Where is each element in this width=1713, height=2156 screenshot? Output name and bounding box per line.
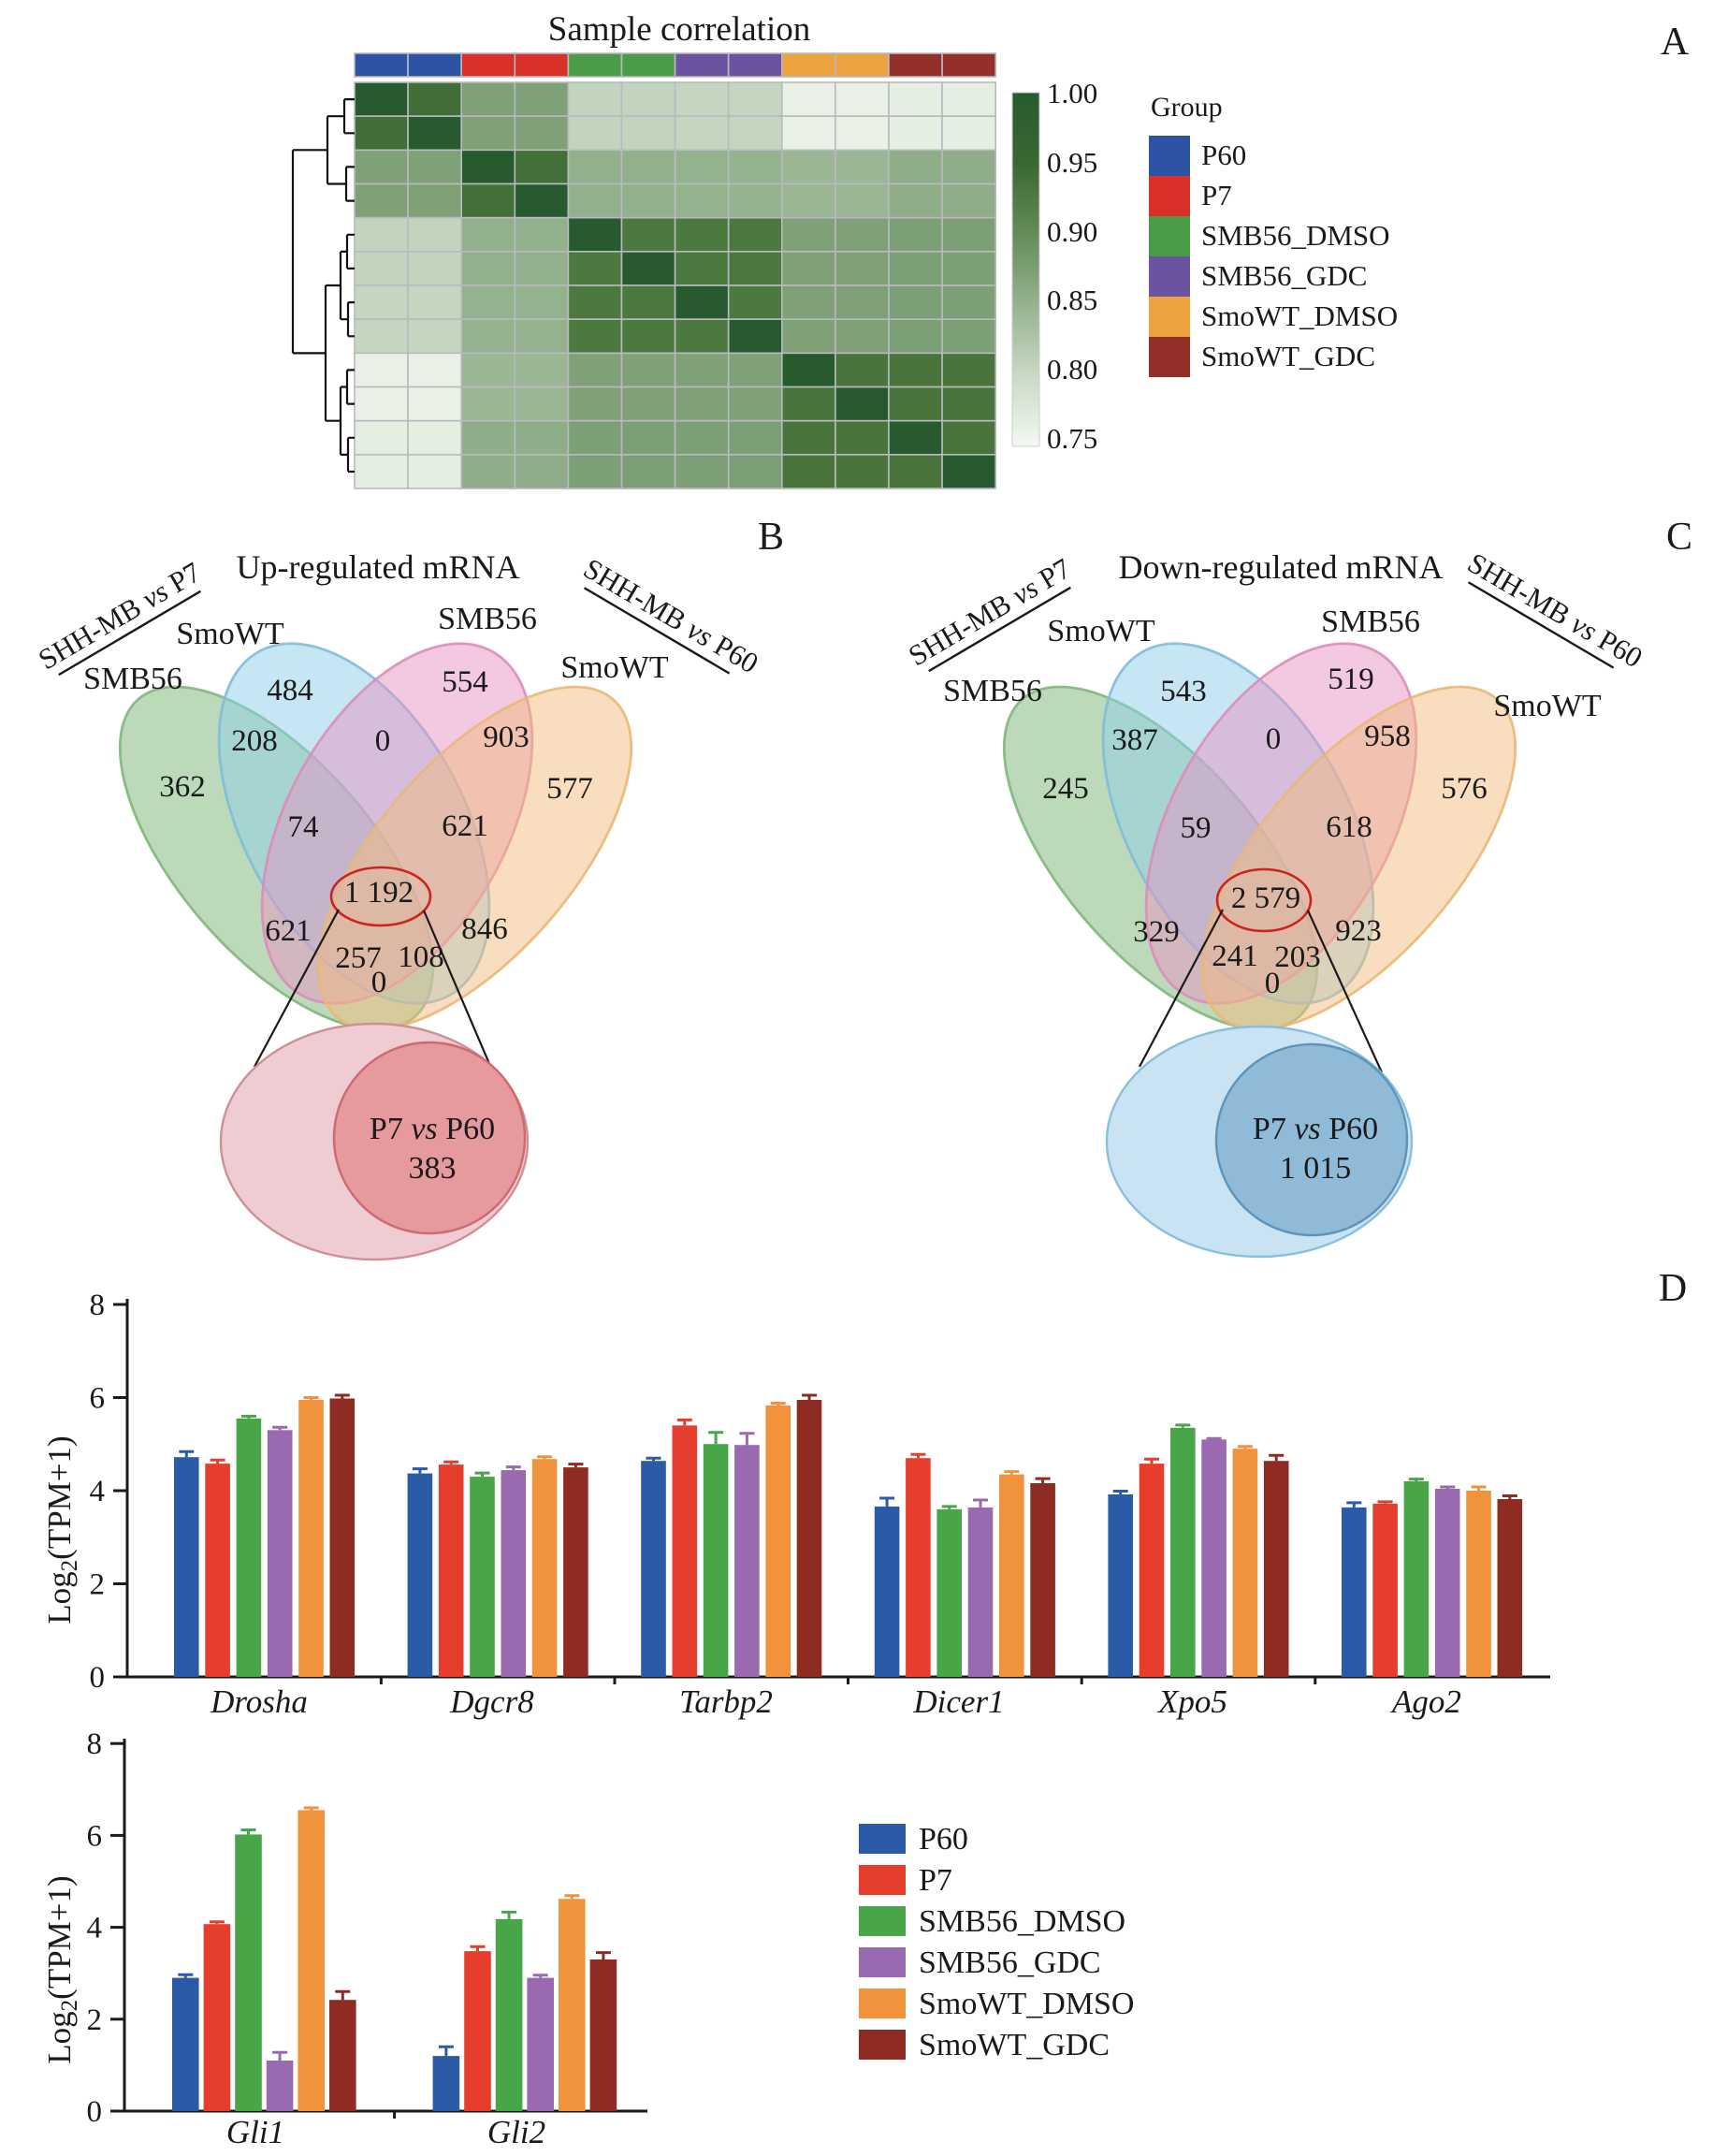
svg-text:0: 0 bbox=[375, 724, 391, 758]
svg-text:SmoWT_DMSO: SmoWT_DMSO bbox=[919, 1987, 1134, 2021]
svg-text:Down-regulated mRNA: Down-regulated mRNA bbox=[1119, 548, 1444, 586]
svg-text:Sample correlation: Sample correlation bbox=[548, 10, 810, 49]
svg-text:484: 484 bbox=[267, 674, 313, 707]
svg-text:SMB56_GDC: SMB56_GDC bbox=[919, 1945, 1101, 1980]
svg-text:8: 8 bbox=[90, 1289, 106, 1322]
svg-text:Xpo5: Xpo5 bbox=[1156, 1683, 1227, 1720]
svg-text:2 579: 2 579 bbox=[1231, 881, 1300, 915]
svg-text:Drosha: Drosha bbox=[210, 1683, 308, 1720]
svg-text:554: 554 bbox=[442, 665, 488, 699]
svg-text:203: 203 bbox=[1274, 940, 1321, 974]
svg-text:SMB56: SMB56 bbox=[943, 674, 1042, 708]
svg-text:383: 383 bbox=[409, 1151, 457, 1186]
svg-text:241: 241 bbox=[1212, 940, 1258, 973]
svg-text:543: 543 bbox=[1160, 675, 1207, 708]
svg-text:4: 4 bbox=[90, 1475, 106, 1508]
svg-text:Gli1: Gli1 bbox=[226, 2114, 284, 2150]
svg-text:903: 903 bbox=[483, 721, 530, 754]
svg-text:0.90: 0.90 bbox=[1047, 215, 1097, 248]
svg-text:4: 4 bbox=[87, 1912, 103, 1945]
svg-text:SmoWT_DMSO: SmoWT_DMSO bbox=[1201, 299, 1398, 332]
svg-text:1.00: 1.00 bbox=[1047, 77, 1097, 109]
svg-text:SMB56_DMSO: SMB56_DMSO bbox=[1201, 219, 1390, 252]
svg-text:1 015: 1 015 bbox=[1280, 1151, 1352, 1186]
svg-text:0.75: 0.75 bbox=[1047, 422, 1097, 455]
svg-text:6: 6 bbox=[87, 1819, 103, 1853]
svg-text:257: 257 bbox=[335, 941, 382, 975]
svg-text:Ago2: Ago2 bbox=[1390, 1683, 1461, 1720]
svg-text:958: 958 bbox=[1364, 720, 1411, 753]
svg-text:SmoWT_GDC: SmoWT_GDC bbox=[1201, 340, 1375, 372]
svg-text:Log2(TPM+1): Log2(TPM+1) bbox=[41, 1875, 82, 2063]
svg-text:A: A bbox=[1661, 21, 1690, 64]
svg-text:519: 519 bbox=[1328, 663, 1374, 696]
svg-text:SmoWT_GDC: SmoWT_GDC bbox=[919, 2028, 1110, 2062]
svg-text:329: 329 bbox=[1133, 915, 1180, 949]
svg-text:P60: P60 bbox=[919, 1822, 968, 1857]
svg-text:74: 74 bbox=[288, 810, 319, 844]
svg-text:Dgcr8: Dgcr8 bbox=[449, 1683, 534, 1720]
svg-text:SMB56: SMB56 bbox=[83, 662, 182, 696]
svg-text:0: 0 bbox=[1266, 722, 1282, 756]
svg-text:D: D bbox=[1659, 1267, 1687, 1310]
svg-text:0: 0 bbox=[90, 1661, 106, 1695]
svg-text:0: 0 bbox=[1265, 967, 1281, 1000]
svg-text:Log2(TPM+1): Log2(TPM+1) bbox=[41, 1435, 82, 1624]
svg-text:621: 621 bbox=[442, 809, 488, 843]
svg-text:108: 108 bbox=[398, 940, 444, 974]
svg-text:SmoWT: SmoWT bbox=[176, 617, 283, 651]
svg-text:C: C bbox=[1666, 516, 1692, 559]
svg-text:P60: P60 bbox=[1201, 138, 1246, 171]
svg-text:P7 vs P60: P7 vs P60 bbox=[370, 1112, 495, 1146]
svg-text:621: 621 bbox=[265, 914, 312, 948]
svg-text:Gli2: Gli2 bbox=[487, 2114, 545, 2150]
svg-text:0.80: 0.80 bbox=[1047, 353, 1097, 386]
svg-text:8: 8 bbox=[87, 1727, 103, 1761]
svg-text:59: 59 bbox=[1181, 811, 1212, 845]
svg-text:SmoWT: SmoWT bbox=[1493, 689, 1601, 723]
svg-text:387: 387 bbox=[1111, 723, 1158, 757]
svg-text:Dicer1: Dicer1 bbox=[912, 1683, 1004, 1720]
svg-text:0: 0 bbox=[87, 2095, 103, 2129]
svg-text:B: B bbox=[758, 516, 784, 559]
svg-text:0.95: 0.95 bbox=[1047, 146, 1097, 179]
svg-text:SMB56: SMB56 bbox=[438, 602, 537, 636]
svg-text:362: 362 bbox=[159, 770, 206, 804]
svg-text:846: 846 bbox=[461, 912, 508, 946]
svg-text:SmoWT: SmoWT bbox=[560, 650, 668, 685]
svg-text:Tarbp2: Tarbp2 bbox=[679, 1683, 773, 1720]
svg-text:618: 618 bbox=[1326, 810, 1372, 844]
svg-text:0: 0 bbox=[371, 966, 387, 999]
svg-text:2: 2 bbox=[90, 1568, 106, 1602]
svg-text:SMB56_DMSO: SMB56_DMSO bbox=[919, 1904, 1125, 1939]
svg-text:0.85: 0.85 bbox=[1047, 284, 1097, 316]
svg-text:245: 245 bbox=[1042, 772, 1089, 806]
svg-text:P7 vs P60: P7 vs P60 bbox=[1253, 1112, 1378, 1146]
svg-text:577: 577 bbox=[546, 772, 593, 806]
svg-text:SMB56_GDC: SMB56_GDC bbox=[1201, 259, 1367, 292]
svg-text:1 192: 1 192 bbox=[344, 876, 414, 910]
svg-text:SMB56: SMB56 bbox=[1321, 605, 1420, 639]
svg-text:Up-regulated mRNA: Up-regulated mRNA bbox=[237, 548, 520, 586]
svg-text:208: 208 bbox=[231, 724, 278, 758]
svg-text:576: 576 bbox=[1441, 772, 1488, 806]
svg-text:P7: P7 bbox=[1201, 179, 1232, 211]
svg-text:Group: Group bbox=[1151, 92, 1223, 123]
svg-text:SmoWT: SmoWT bbox=[1047, 614, 1154, 648]
svg-text:2: 2 bbox=[87, 2003, 103, 2037]
svg-text:6: 6 bbox=[90, 1382, 106, 1416]
svg-text:923: 923 bbox=[1335, 914, 1382, 948]
svg-text:P7: P7 bbox=[919, 1863, 952, 1898]
